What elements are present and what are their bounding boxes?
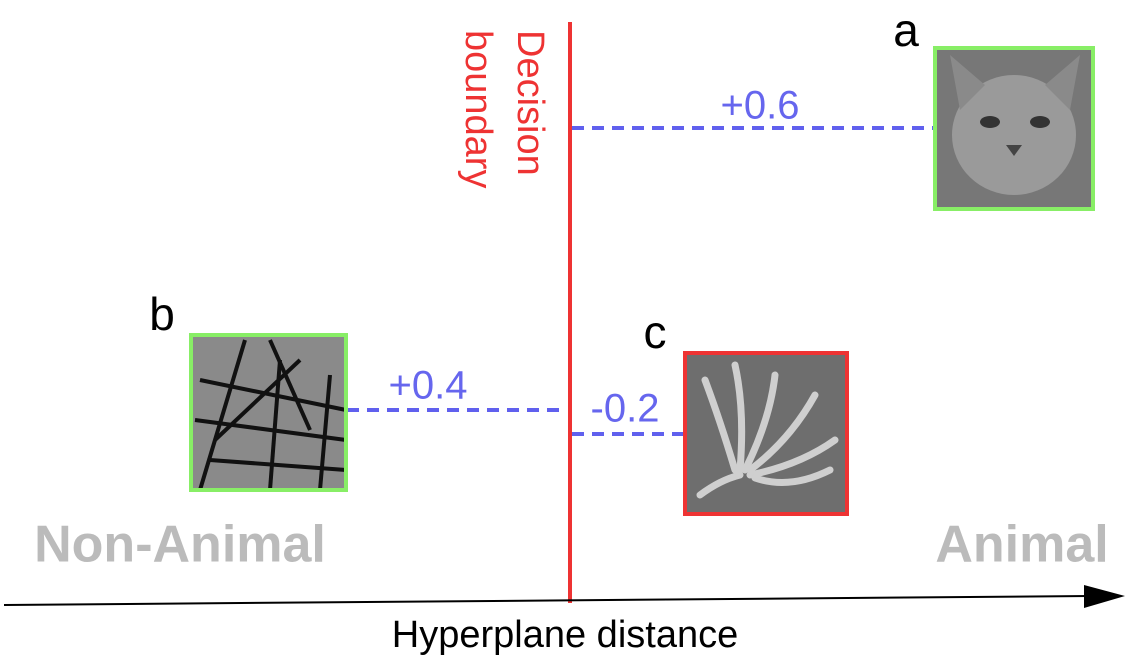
item-label: a (893, 4, 919, 56)
region-label: Non-Animal (34, 516, 326, 574)
boundary-label: Decision (509, 30, 551, 176)
image-plant (683, 351, 849, 516)
distance-label: +0.4 (389, 364, 468, 408)
boundary-label: boundary (457, 30, 499, 188)
image-scaffold (189, 333, 348, 492)
distance-label: -0.2 (591, 387, 660, 431)
axis-arrow (1084, 585, 1125, 608)
item-label: c (644, 306, 667, 358)
region-label: Animal (935, 516, 1108, 574)
item-label: b (149, 288, 175, 340)
axis-line (3, 595, 1091, 606)
distance-label: +0.6 (721, 84, 800, 128)
image-cat (933, 46, 1095, 211)
axis-label: Hyperplane distance (392, 614, 738, 656)
